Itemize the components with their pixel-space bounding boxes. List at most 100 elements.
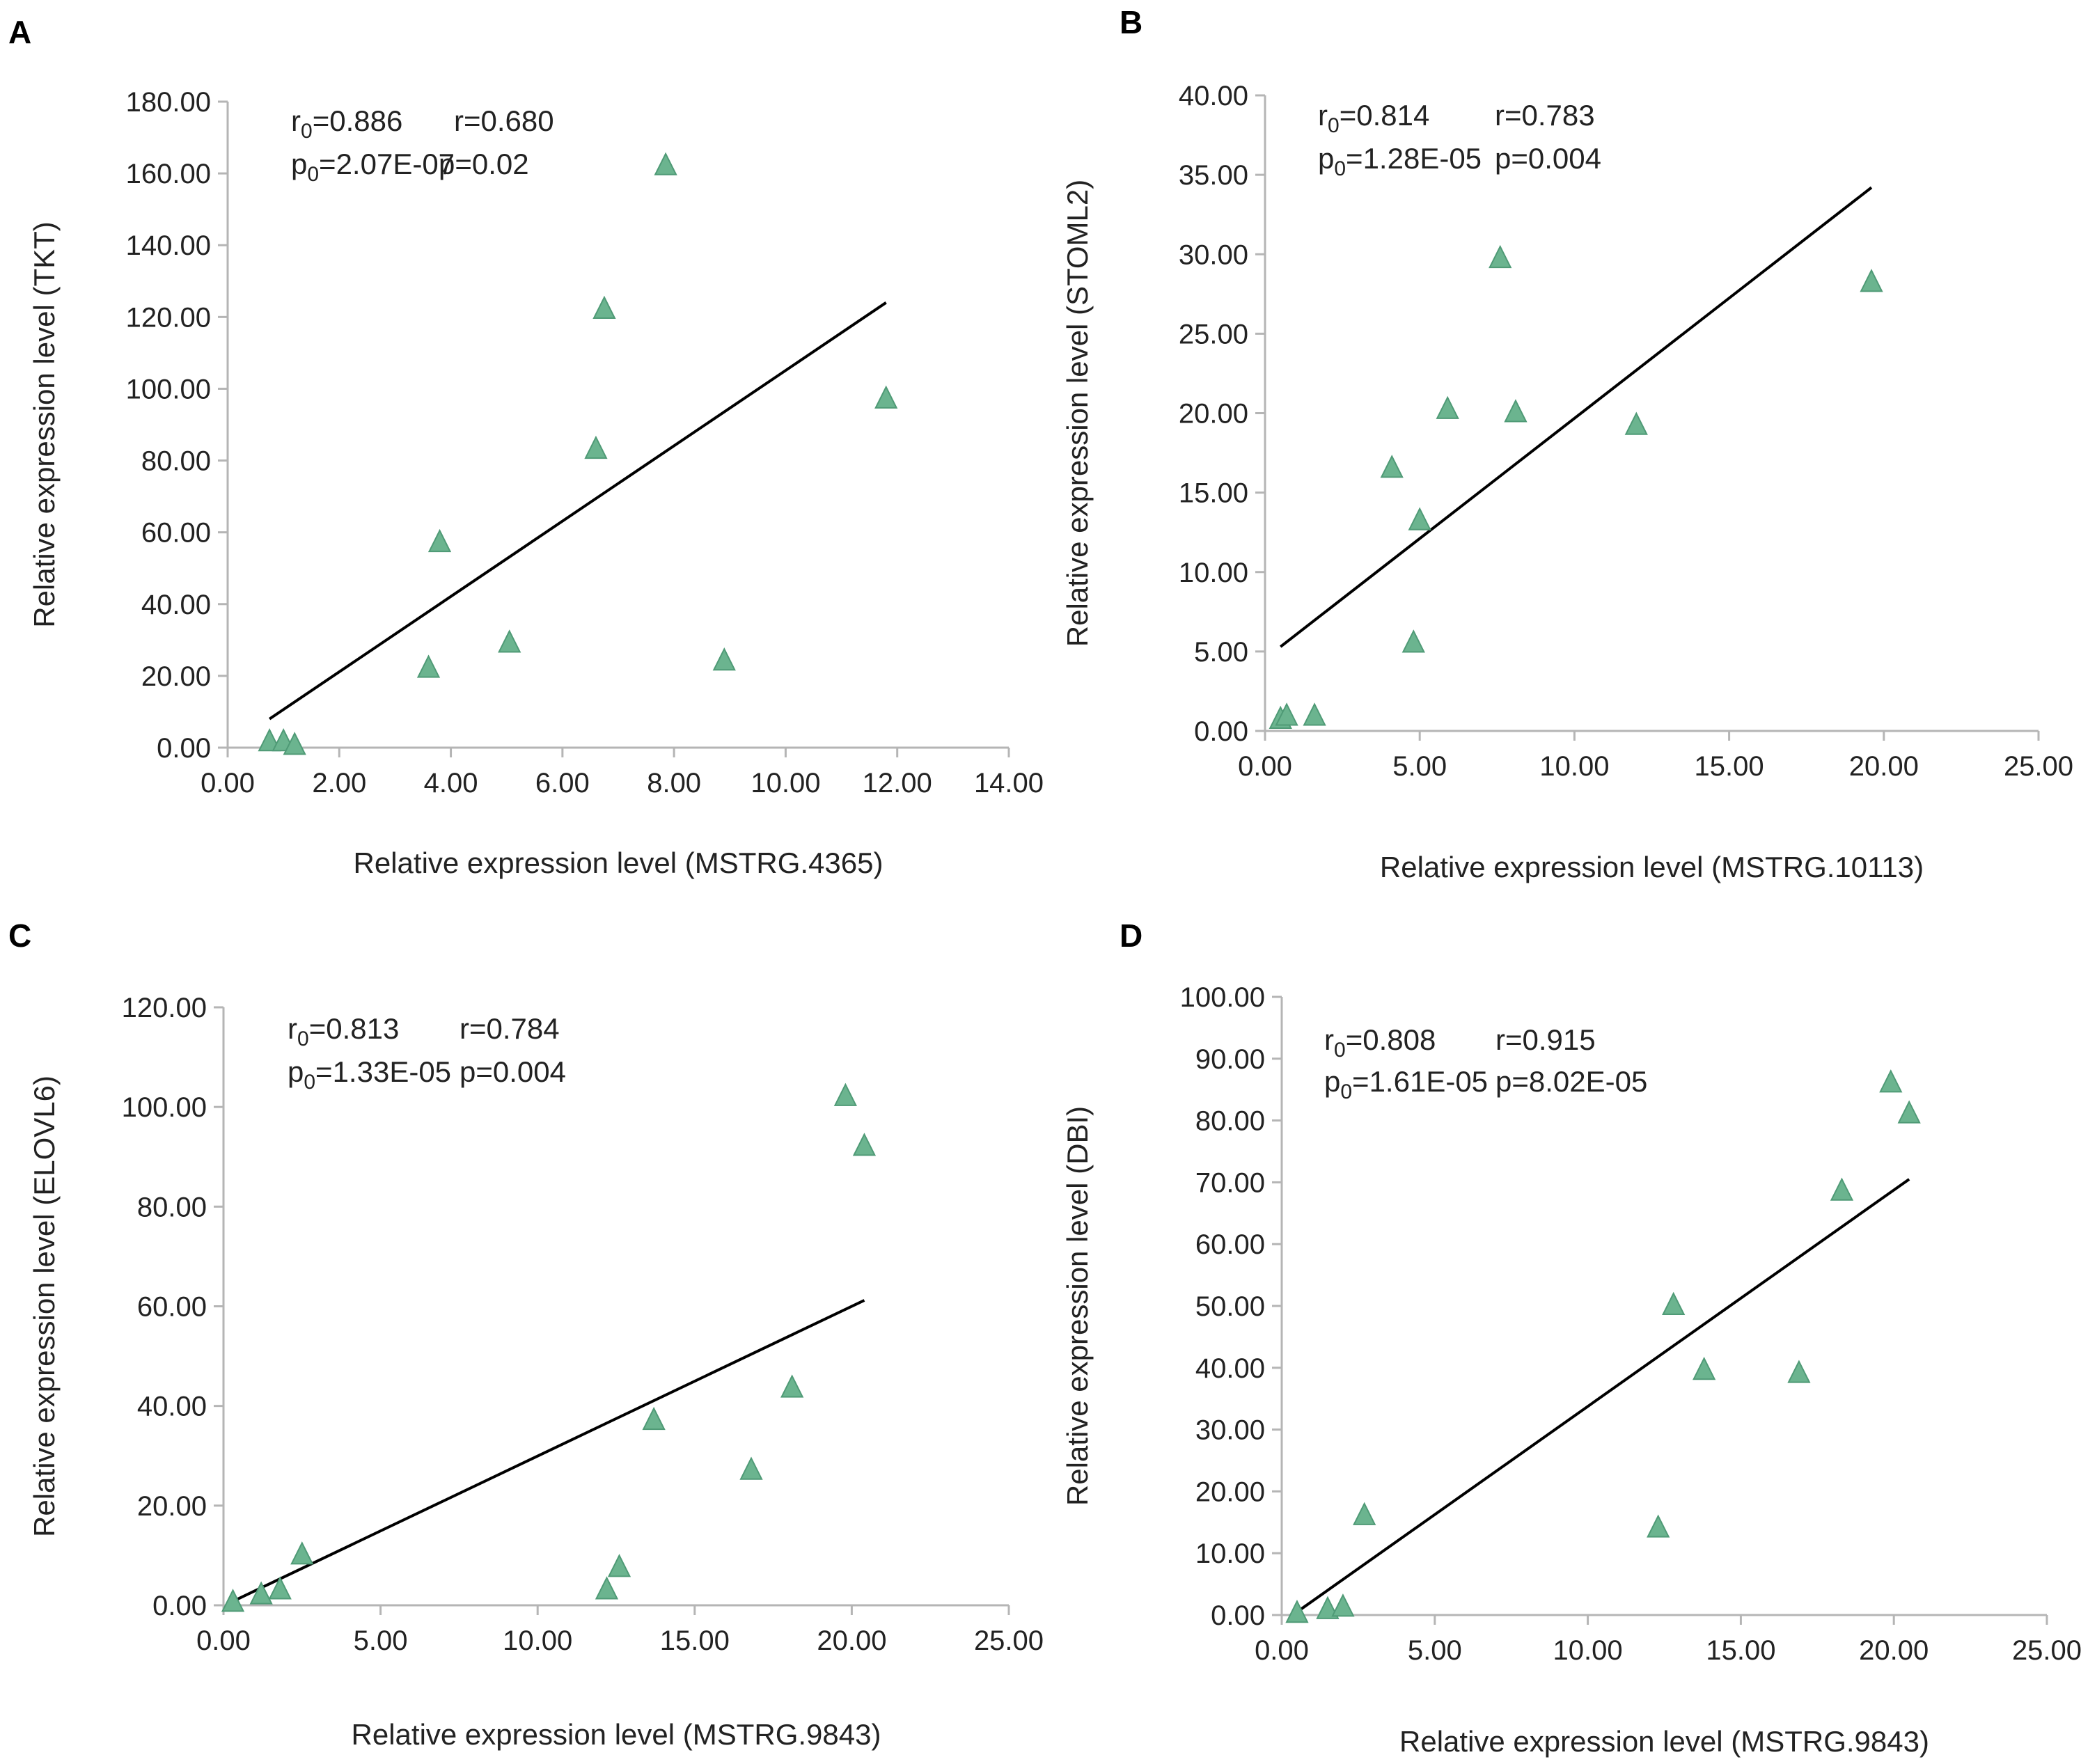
y-tick-label: 40.00	[1195, 1353, 1265, 1384]
y-tick-label: 10.00	[1195, 1538, 1265, 1569]
y-tick-label: 180.00	[126, 87, 211, 118]
data-point	[1879, 1069, 1903, 1093]
y-tick-label: 30.00	[1179, 239, 1248, 270]
x-axis-title: Relative expression level (MSTRG.9843)	[1399, 1725, 1929, 1758]
x-axis-title: Relative expression level (MSTRG.9843)	[352, 1718, 881, 1751]
data-point	[1897, 1100, 1921, 1124]
data-point	[221, 1589, 245, 1612]
x-tick-label: 20.00	[1859, 1635, 1929, 1666]
data-point	[1408, 507, 1431, 530]
stat-p0: p0=2.07E-07	[291, 148, 455, 186]
x-axis-title: Relative expression level (MSTRG.10113)	[1380, 851, 1924, 883]
data-point	[258, 728, 281, 752]
x-tick-label: 14.00	[974, 768, 1044, 798]
stat-r: r=0.783	[1495, 99, 1595, 132]
y-tick-label: 0.00	[157, 733, 211, 764]
x-tick-label: 0.00	[1255, 1635, 1309, 1666]
x-tick-label: 10.00	[503, 1625, 572, 1656]
data-point	[595, 1576, 619, 1600]
data-point	[249, 1581, 273, 1605]
data-point	[1647, 1514, 1670, 1538]
data-point	[1285, 1599, 1309, 1623]
x-tick-label: 20.00	[1849, 751, 1919, 782]
x-tick-label: 10.00	[1539, 751, 1609, 782]
y-tick-label: 60.00	[1195, 1229, 1265, 1260]
x-tick-label: 25.00	[2012, 1635, 2081, 1666]
trend-line	[1296, 1178, 1910, 1614]
x-tick-label: 2.00	[312, 768, 366, 798]
x-tick-label: 20.00	[817, 1625, 886, 1656]
panel-label: B	[1120, 4, 1142, 40]
chart-panel-d: D 0.00 10.00 20.00 30.00 40.00 50.00 60.00 70.00…	[1061, 918, 2081, 1758]
data-point	[1662, 1291, 1686, 1315]
stat-r0: r0=0.813	[288, 1012, 399, 1050]
panel-label: C	[8, 918, 31, 954]
data-point	[1436, 395, 1459, 419]
y-tick-label: 20.00	[1179, 399, 1248, 430]
chart-panel-a: A 0.00 20.00 40.00 60.00 80.00 100.00 120.00 140…	[8, 14, 1044, 879]
x-tick-label: 25.00	[2004, 751, 2073, 782]
data-point	[852, 1133, 877, 1156]
y-tick-label: 40.00	[1179, 81, 1248, 111]
stat-r0: r0=0.814	[1318, 99, 1429, 137]
stat-p: p=0.02	[439, 148, 529, 180]
data-point	[654, 152, 677, 175]
panel-label: A	[8, 14, 31, 50]
x-tick-label: 0.00	[201, 768, 255, 798]
y-tick-label: 120.00	[122, 993, 207, 1023]
stat-r0: r0=0.886	[291, 104, 402, 143]
data-point	[607, 1554, 631, 1577]
stat-r0: r0=0.808	[1324, 1023, 1436, 1062]
data-point	[1380, 455, 1404, 478]
y-axis-title: Relative expression level (ELOVL6)	[28, 1076, 61, 1537]
y-tick-label: 25.00	[1179, 319, 1248, 349]
x-tick-label: 15.00	[660, 1625, 730, 1656]
y-tick-label: 120.00	[126, 302, 211, 333]
data-point	[283, 732, 306, 755]
y-tick-label: 40.00	[137, 1392, 207, 1422]
y-tick-label: 60.00	[141, 518, 211, 549]
x-tick-label: 6.00	[535, 768, 590, 798]
y-tick-label: 0.00	[1194, 716, 1248, 747]
x-tick-label: 12.00	[863, 768, 932, 798]
data-point	[290, 1541, 314, 1565]
y-tick-label: 100.00	[126, 374, 211, 404]
trend-line	[1279, 186, 1873, 648]
data-point	[1316, 1596, 1340, 1619]
y-tick-label: 90.00	[1195, 1044, 1265, 1075]
y-tick-label: 100.00	[122, 1092, 207, 1123]
y-tick-label: 50.00	[1195, 1291, 1265, 1322]
data-point	[1353, 1502, 1376, 1525]
x-tick-label: 10.00	[751, 768, 820, 798]
y-tick-label: 80.00	[137, 1192, 207, 1222]
x-tick-label: 15.00	[1695, 751, 1764, 782]
y-tick-label: 0.00	[152, 1591, 207, 1621]
data-point	[1275, 702, 1298, 726]
y-tick-label: 0.00	[1211, 1600, 1265, 1631]
y-tick-label: 140.00	[126, 230, 211, 261]
data-point	[874, 385, 898, 409]
data-point	[712, 647, 736, 671]
y-tick-label: 80.00	[141, 446, 211, 477]
stat-r: r=0.784	[460, 1012, 560, 1045]
x-tick-label: 5.00	[1408, 1635, 1462, 1666]
y-axis-title: Relative expression level (TKT)	[28, 221, 61, 628]
data-point	[833, 1082, 857, 1106]
data-point	[780, 1374, 804, 1398]
data-point	[592, 295, 616, 320]
data-point	[1489, 244, 1512, 269]
x-tick-label: 0.00	[196, 1625, 251, 1656]
stat-p0: p0=1.28E-05	[1318, 142, 1482, 180]
data-point	[427, 528, 452, 553]
trend-line	[268, 301, 887, 720]
panel-label: D	[1120, 918, 1142, 954]
stat-p: p=0.004	[460, 1055, 566, 1088]
y-tick-label: 20.00	[137, 1491, 207, 1522]
data-point	[1303, 702, 1326, 726]
x-tick-label: 0.00	[1238, 751, 1292, 782]
data-point	[1624, 411, 1648, 435]
x-tick-label: 10.00	[1553, 1635, 1623, 1666]
stat-p: p=8.02E-05	[1495, 1065, 1647, 1098]
data-point	[739, 1456, 763, 1480]
